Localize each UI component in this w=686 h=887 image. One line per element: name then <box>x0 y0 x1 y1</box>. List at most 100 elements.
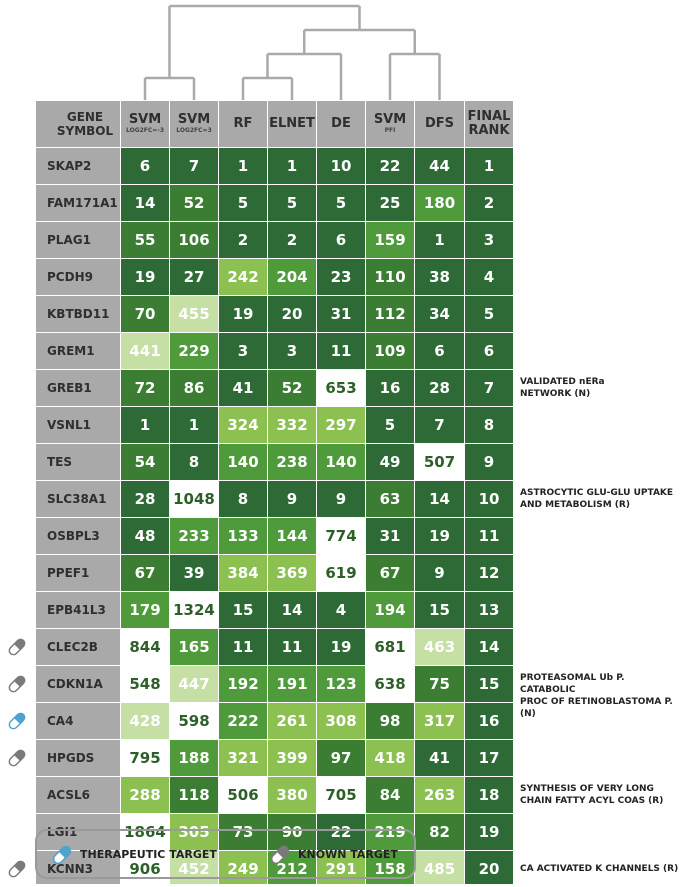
heatmap-cell <box>317 481 365 517</box>
heatmap-cell <box>366 333 414 369</box>
heatmap-cell <box>366 629 414 665</box>
heatmap-cell-value: 194 <box>374 601 406 619</box>
heatmap-cell-value: 3 <box>286 342 298 360</box>
heatmap-cell <box>121 333 169 369</box>
heatmap-cell <box>268 703 316 739</box>
heatmap-cell-value: 5 <box>384 416 396 434</box>
heatmap-cell-value: 305 <box>178 823 210 841</box>
heatmap-cell <box>415 740 464 776</box>
known-target-pill-icon <box>8 749 26 767</box>
heatmap-cell-value: 681 <box>374 638 406 656</box>
heatmap-cell-value: 308 <box>325 712 357 730</box>
gene-symbol: PCDH9 <box>47 270 93 284</box>
heatmap-cell <box>121 481 169 517</box>
heatmap-cell-value: 165 <box>178 638 210 656</box>
gene-cell-bg <box>36 777 120 813</box>
heatmap-cell-value: 204 <box>276 268 308 286</box>
heatmap-cell-value: 261 <box>276 712 308 730</box>
heatmap-cell <box>415 814 464 850</box>
column-header-label: SVM <box>373 112 407 127</box>
heatmap-cell <box>170 222 218 258</box>
heatmap-cell <box>465 148 513 184</box>
heatmap-cell-value: 9 <box>434 564 445 582</box>
heatmap-cell <box>219 222 267 258</box>
gene-cell-bg <box>36 518 120 554</box>
heatmap-cell-value: 84 <box>379 786 401 804</box>
heatmap-cell <box>317 740 365 776</box>
heatmap-cell <box>415 148 464 184</box>
heatmap-cell-value: 795 <box>129 749 161 767</box>
column-header: FINAL RANK <box>465 101 513 147</box>
heatmap-cell <box>268 592 316 628</box>
heatmap-cell-value: 72 <box>134 379 156 397</box>
heatmap-cell-value: 19 <box>330 638 352 656</box>
final-rank-value: 5 <box>483 305 495 323</box>
column-header-label: DFS <box>424 116 455 131</box>
final-rank-value: 16 <box>478 712 500 730</box>
gene-cell-bg <box>36 370 120 406</box>
gene-symbol: KCNN3 <box>47 862 94 876</box>
heatmap-cell-value: 332 <box>276 416 308 434</box>
heatmap-cell-value: 14 <box>134 194 156 212</box>
heatmap-cell <box>317 555 365 591</box>
pathway-annotation: PROTEASOMAL Ub P. CATABOLIC PROC OF RETIN… <box>520 672 682 720</box>
heatmap-cell <box>465 555 513 591</box>
heatmap-cell <box>465 851 513 884</box>
heatmap-cell <box>366 148 414 184</box>
final-rank-value: 2 <box>483 194 495 212</box>
heatmap-cell-value: 233 <box>178 527 210 545</box>
final-rank-value: 6 <box>483 342 495 360</box>
gene-cell-bg <box>36 185 120 221</box>
heatmap-cell <box>268 777 316 813</box>
heatmap-cell <box>415 185 464 221</box>
heatmap-cell <box>268 259 316 295</box>
heatmap-cell <box>170 296 218 332</box>
heatmap-cell-value: 106 <box>178 231 210 249</box>
column-header-sublabel: LOG2FC=3 <box>176 127 212 134</box>
gene-symbol: PPEF1 <box>47 566 90 580</box>
gene-cell-bg <box>36 814 120 850</box>
gene-cell-bg <box>36 333 120 369</box>
heatmap-cell <box>317 777 365 813</box>
heatmap-cell <box>465 666 513 702</box>
heatmap-cell-value: 28 <box>134 490 156 508</box>
column-header-label: RF <box>233 116 253 131</box>
heatmap-cell-value: 133 <box>227 527 259 545</box>
heatmap-cell <box>268 555 316 591</box>
heatmap-cell <box>366 592 414 628</box>
heatmap-cell <box>170 666 218 702</box>
heatmap-cell-value: 548 <box>129 675 161 693</box>
heatmap-cell-value: 242 <box>227 268 259 286</box>
heatmap-cell <box>317 814 365 850</box>
heatmap-cell <box>219 481 267 517</box>
heatmap-cell-value: 485 <box>423 860 456 878</box>
heatmap-cell <box>317 666 365 702</box>
heatmap-cell <box>415 444 464 480</box>
column-header: ELNET <box>268 101 316 147</box>
heatmap-cell <box>268 518 316 554</box>
pathway-annotation-line: CA ACTIVATED K CHANNELS (R) <box>520 864 679 874</box>
heatmap-cell-value: 23 <box>330 268 352 286</box>
heatmap-cell-value: 22 <box>379 157 401 175</box>
heatmap-cell-value: 123 <box>325 675 357 693</box>
heatmap-cell <box>366 444 414 480</box>
column-header: SVM LOG2FC=-3 <box>121 101 169 147</box>
heatmap-cell-value: 14 <box>281 601 303 619</box>
gene-cell-bg <box>36 407 120 443</box>
heatmap-cell-value: 25 <box>379 194 401 212</box>
column-header: RF <box>219 101 267 147</box>
gene-cell-bg <box>36 148 120 184</box>
heatmap-cell <box>415 555 464 591</box>
therapeutic-target-label: THERAPEUTIC TARGET <box>80 848 217 861</box>
heatmap-cell-value: 19 <box>134 268 156 286</box>
heatmap-cell <box>170 185 218 221</box>
heatmap-cell <box>317 185 365 221</box>
heatmap-cell <box>121 518 169 554</box>
heatmap-cell <box>170 444 218 480</box>
heatmap-cell <box>121 777 169 813</box>
heatmap-cell <box>465 444 513 480</box>
heatmap-cell-value: 507 <box>423 453 456 471</box>
heatmap-cell-value: 67 <box>379 564 401 582</box>
heatmap-cell-value: 70 <box>134 305 156 323</box>
heatmap-cell-value: 52 <box>281 379 303 397</box>
